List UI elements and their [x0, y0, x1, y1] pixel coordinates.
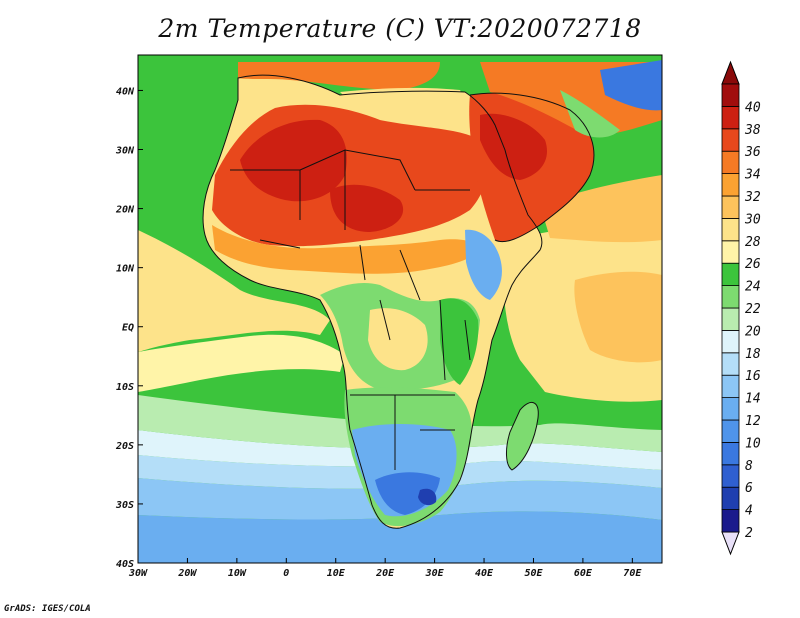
colorbar-swatch: [721, 352, 740, 376]
lon-tick-label: 60E: [574, 568, 593, 579]
colorbar-label: 40: [745, 100, 761, 115]
axis-ticks: 30W 20W 10W 0 10E 20E 30E 40E 50E 60E 70E 40N 30N 20N…: [115, 86, 642, 579]
lon-tick-label: 10W: [228, 568, 247, 579]
colorbar-label: 20: [745, 324, 761, 339]
lat-tick-label: 20S: [115, 441, 134, 452]
colorbar-swatch: [721, 240, 740, 264]
east-africa-green: [440, 298, 479, 385]
caspian-region: [600, 60, 662, 111]
colorbar-under-arrow: [721, 531, 740, 556]
lon-tick-label: 40E: [475, 568, 494, 579]
lat-tick-label: 10N: [116, 264, 135, 275]
lat-tick-label: 20N: [115, 205, 135, 216]
lat-tick-label: 30S: [115, 500, 134, 511]
colorbar-swatch: [721, 486, 740, 511]
colorbar-label: 32: [744, 190, 761, 205]
lon-tick-label: 20E: [375, 568, 395, 579]
colorbar-swatch: [721, 106, 740, 130]
lon-tick-label: 10E: [327, 568, 346, 579]
colorbar-label: 6: [745, 481, 753, 496]
sahel-band: [212, 225, 480, 274]
atlantic-warm-tongue: [138, 230, 330, 352]
colorbar-swatch: [721, 419, 740, 443]
plot-area: [138, 55, 662, 563]
congo-basin-yellow: [368, 308, 428, 371]
colorbar-over-arrow: [721, 60, 740, 85]
colorbar-swatch: [721, 217, 740, 242]
mediterranean-sea: [340, 87, 465, 104]
colorbar-swatch: [721, 262, 740, 287]
colorbar-swatch: [721, 509, 740, 533]
madagascar: [506, 402, 539, 470]
lon-tick-label: 50E: [524, 568, 543, 579]
europe-land: [238, 62, 440, 90]
colorbar-label: 2: [745, 526, 753, 541]
ocean-band-cold: [138, 511, 662, 563]
sahara-hotter: [330, 184, 404, 232]
lon-tick-label: 30E: [425, 568, 445, 579]
lat-tick-label: 30N: [115, 146, 135, 157]
colorbar-label: 14: [745, 392, 761, 407]
colorbar-label: 34: [744, 168, 761, 183]
colorbar-label: 26: [745, 257, 761, 272]
lat-tick-label: EQ: [122, 323, 134, 334]
lesotho-cold: [418, 488, 437, 506]
credit-text: GrADS: IGES/COLA: [4, 604, 91, 614]
colorbar-label: 10: [745, 436, 761, 451]
lon-tick-label: 0: [283, 568, 289, 579]
colorbar-label: 22: [745, 302, 761, 317]
ethiopian-highlands: [465, 229, 502, 300]
colorbar-label: 18: [745, 347, 761, 362]
lon-tick-label: 70E: [623, 568, 642, 579]
coastlines: [202, 74, 595, 529]
colorbar-swatch: [721, 329, 740, 354]
colorbar-label: 16: [745, 369, 761, 384]
lon-tick-label: 30W: [128, 568, 148, 579]
colorbar-label: 24: [745, 280, 761, 295]
colorbar-label: 8: [745, 459, 753, 474]
southern-africa-cold: [375, 472, 440, 515]
sahara-hottest: [240, 119, 347, 202]
colorbar-swatch: [721, 285, 740, 309]
lat-tick-label: 40N: [116, 86, 135, 97]
colorbar-swatch: [721, 464, 740, 488]
indian-ocean-hot: [574, 271, 662, 363]
colorbar-swatch: [721, 173, 740, 197]
arabian-sea: [540, 175, 662, 243]
colorbar-swatch: [721, 307, 740, 331]
colorbar-swatch: [721, 374, 740, 399]
colorbar-label: 38: [744, 123, 761, 138]
colorbar-label: 36: [744, 145, 761, 160]
colorbar-swatch: [721, 195, 740, 219]
plot-frame: [137, 54, 663, 564]
lat-tick-label: 10S: [116, 382, 134, 393]
chart-title: 2m Temperature (C) VT:2020072718: [158, 14, 642, 43]
colorbar-label: 28: [745, 235, 761, 250]
colorbar-swatch: [721, 150, 740, 174]
lon-tick-label: 20W: [177, 568, 197, 579]
atlantic-yellow: [138, 334, 345, 392]
colorbar-swatch: [721, 397, 740, 421]
zagros-green: [560, 90, 620, 138]
colorbar-label: 12: [745, 414, 761, 429]
colorbar-label: 30: [744, 212, 761, 227]
colorbar-swatch: [721, 128, 740, 152]
lat-tick-label: 40S: [116, 559, 134, 570]
colorbar-swatch: [721, 441, 740, 466]
colorbar-label: 4: [745, 504, 753, 519]
colorbar-swatch: [721, 83, 740, 107]
